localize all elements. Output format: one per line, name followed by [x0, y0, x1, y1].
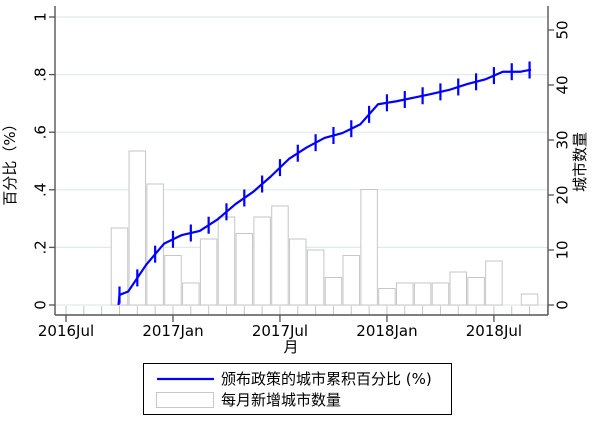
left-axis-title: 百分比（%）: [1, 116, 19, 205]
legend-label-line: 颁布政策的城市累积百分比 (%): [221, 370, 432, 388]
y-tick-label-left: .6: [32, 125, 50, 139]
bar: [253, 216, 271, 306]
y-tick-label-right: 20: [554, 185, 572, 204]
x-tick-label: 2017Jul: [252, 322, 308, 340]
x-tick-label: 2018Jul: [466, 322, 522, 340]
cumulative-line-series: [117, 61, 532, 306]
y-tick-label-right: 40: [554, 75, 572, 94]
bar: [289, 238, 307, 306]
bar: [128, 150, 147, 306]
y-tick-label-right: 30: [554, 130, 572, 149]
bar: [271, 205, 289, 306]
bar: [217, 216, 236, 306]
bar: [342, 255, 361, 306]
y-tick-label-right: 10: [554, 240, 572, 259]
bar: [146, 183, 164, 306]
bar: [413, 282, 432, 306]
bar: [199, 238, 218, 306]
bar: [182, 282, 200, 306]
bar: [378, 288, 396, 306]
x-tick-label: 2017Jan: [142, 322, 203, 340]
axes: [49, 6, 554, 322]
bar: [164, 255, 182, 306]
x-tick-label: 2016Jul: [38, 322, 94, 340]
bar: [431, 282, 450, 306]
bar: [485, 260, 503, 306]
legend-bar-swatch: [156, 392, 214, 408]
bar: [235, 233, 254, 306]
x-axis-title: 月: [283, 338, 298, 356]
y-tick-label-left: .8: [32, 67, 50, 81]
bar: [449, 271, 468, 306]
y-tick-label-left: .4: [32, 183, 50, 197]
y-tick-label-left: 0: [32, 300, 50, 310]
bar: [396, 282, 414, 306]
y-tick-label-right: 0: [554, 300, 572, 310]
y-tick-label-left: .2: [32, 240, 50, 254]
bar: [306, 249, 325, 306]
y-tick-label-left: 1: [32, 12, 50, 22]
bar: [324, 277, 343, 306]
legend: 颁布政策的城市累积百分比 (%) 每月新增城市数量: [143, 363, 452, 415]
right-axis-title: 城市数量: [571, 132, 589, 192]
bar: [520, 293, 539, 306]
bar: [360, 189, 378, 306]
legend-label-bar: 每月新增城市数量: [221, 391, 341, 409]
bars-series: [110, 150, 539, 306]
bar: [467, 277, 485, 306]
x-tick-label: 2018Jan: [356, 322, 417, 340]
month-minor-ticks: [65, 306, 548, 315]
y-tick-label-right: 50: [554, 20, 572, 39]
